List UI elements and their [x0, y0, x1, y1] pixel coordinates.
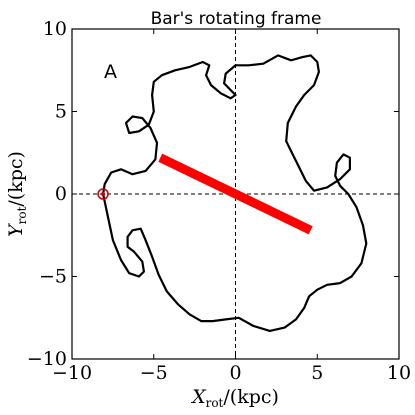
x-tick-label: 5 [311, 362, 323, 384]
y-axis-label: Yrot/(kpc) [5, 151, 29, 237]
chart-text: Bar's rotating frame A −10 −5 0 5 10 −10 −5 0 5 1… [5, 9, 411, 410]
panel-label: A [104, 61, 117, 83]
x-axis-label: Xrot/(kpc) [190, 386, 279, 410]
y-tick-label: −5 [39, 266, 67, 288]
start-marker-dot [101, 192, 106, 196]
bar-line [158, 153, 313, 235]
y-tick-label: 5 [55, 101, 67, 123]
x-tick-label: 10 [387, 362, 411, 384]
plot-area [71, 28, 400, 360]
y-tick-label: −10 [27, 348, 67, 370]
y-tick-label: 10 [43, 18, 67, 40]
orbit-line [102, 54, 368, 332]
chart-title: Bar's rotating frame [151, 9, 322, 29]
x-tick-label: 0 [229, 362, 241, 384]
x-tick-label: −5 [140, 362, 168, 384]
x-tick-label: −10 [52, 362, 92, 384]
start-marker-ring [97, 188, 109, 200]
y-tick-label: 0 [55, 183, 67, 205]
